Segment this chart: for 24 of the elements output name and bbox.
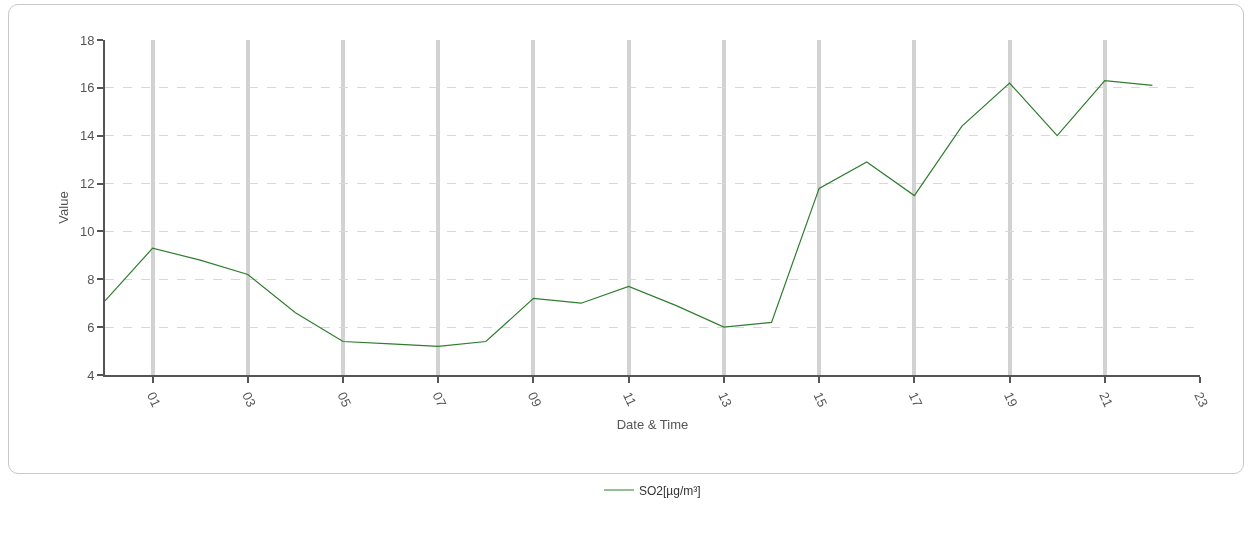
x-tick-label: 11 [620, 389, 640, 409]
x-tick-label: 05 [334, 389, 355, 410]
y-tick-label: 12 [79, 176, 95, 192]
y-tick-label: 18 [79, 32, 95, 48]
line-series [105, 80, 1153, 347]
y-axis-title: Value [56, 191, 72, 224]
y-tick-label: 16 [79, 80, 95, 96]
x-tick-label: 21 [1096, 389, 1116, 410]
x-tick-label: 07 [429, 389, 450, 410]
x-tick-label: 01 [144, 389, 164, 410]
y-tick-label: 6 [87, 319, 95, 335]
y-tick-label: 8 [87, 271, 95, 287]
x-axis-title: Date & Time [616, 417, 689, 433]
x-tick-label: 19 [1000, 389, 1021, 410]
y-tick-label: 4 [87, 367, 95, 383]
x-tick-label: 13 [715, 389, 736, 410]
x-tick-label: 09 [524, 389, 545, 410]
x-tick-label: 03 [239, 389, 259, 410]
y-tick-label: 10 [79, 223, 95, 239]
x-tick-label: 15 [810, 389, 831, 410]
legend-label: SO2[µg/m³] [639, 483, 701, 498]
x-tick-label: 17 [905, 389, 926, 410]
y-tick-label: 14 [79, 128, 95, 144]
x-tick-label: 23 [1191, 389, 1212, 410]
